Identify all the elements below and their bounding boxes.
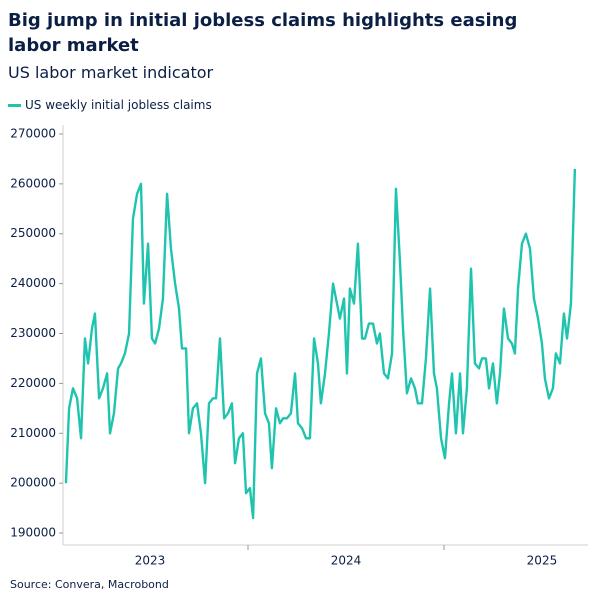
x-tick-label: 2023 (135, 554, 166, 568)
y-tick-label: 260000 (10, 176, 56, 190)
chart-subtitle: US labor market indicator (8, 63, 214, 82)
y-tick-label: 190000 (10, 526, 56, 540)
y-tick-label: 230000 (10, 326, 56, 340)
y-tick-label: 210000 (10, 426, 56, 440)
legend-swatch (8, 103, 21, 107)
legend: US weekly initial jobless claims (8, 98, 212, 112)
x-tick-label: 2025 (527, 554, 558, 568)
y-tick-label: 240000 (10, 276, 56, 290)
x-tick-label: 2024 (331, 554, 362, 568)
chart-title: Big jump in initial jobless claims highl… (8, 10, 518, 56)
y-tick-label: 270000 (10, 126, 56, 140)
source-note: Source: Convera, Macrobond (10, 578, 169, 591)
legend-label: US weekly initial jobless claims (25, 98, 212, 112)
series-line (64, 168, 577, 520)
y-tick-label: 250000 (10, 226, 56, 240)
y-tick-label: 220000 (10, 376, 56, 390)
y-tick-label: 200000 (10, 476, 56, 490)
